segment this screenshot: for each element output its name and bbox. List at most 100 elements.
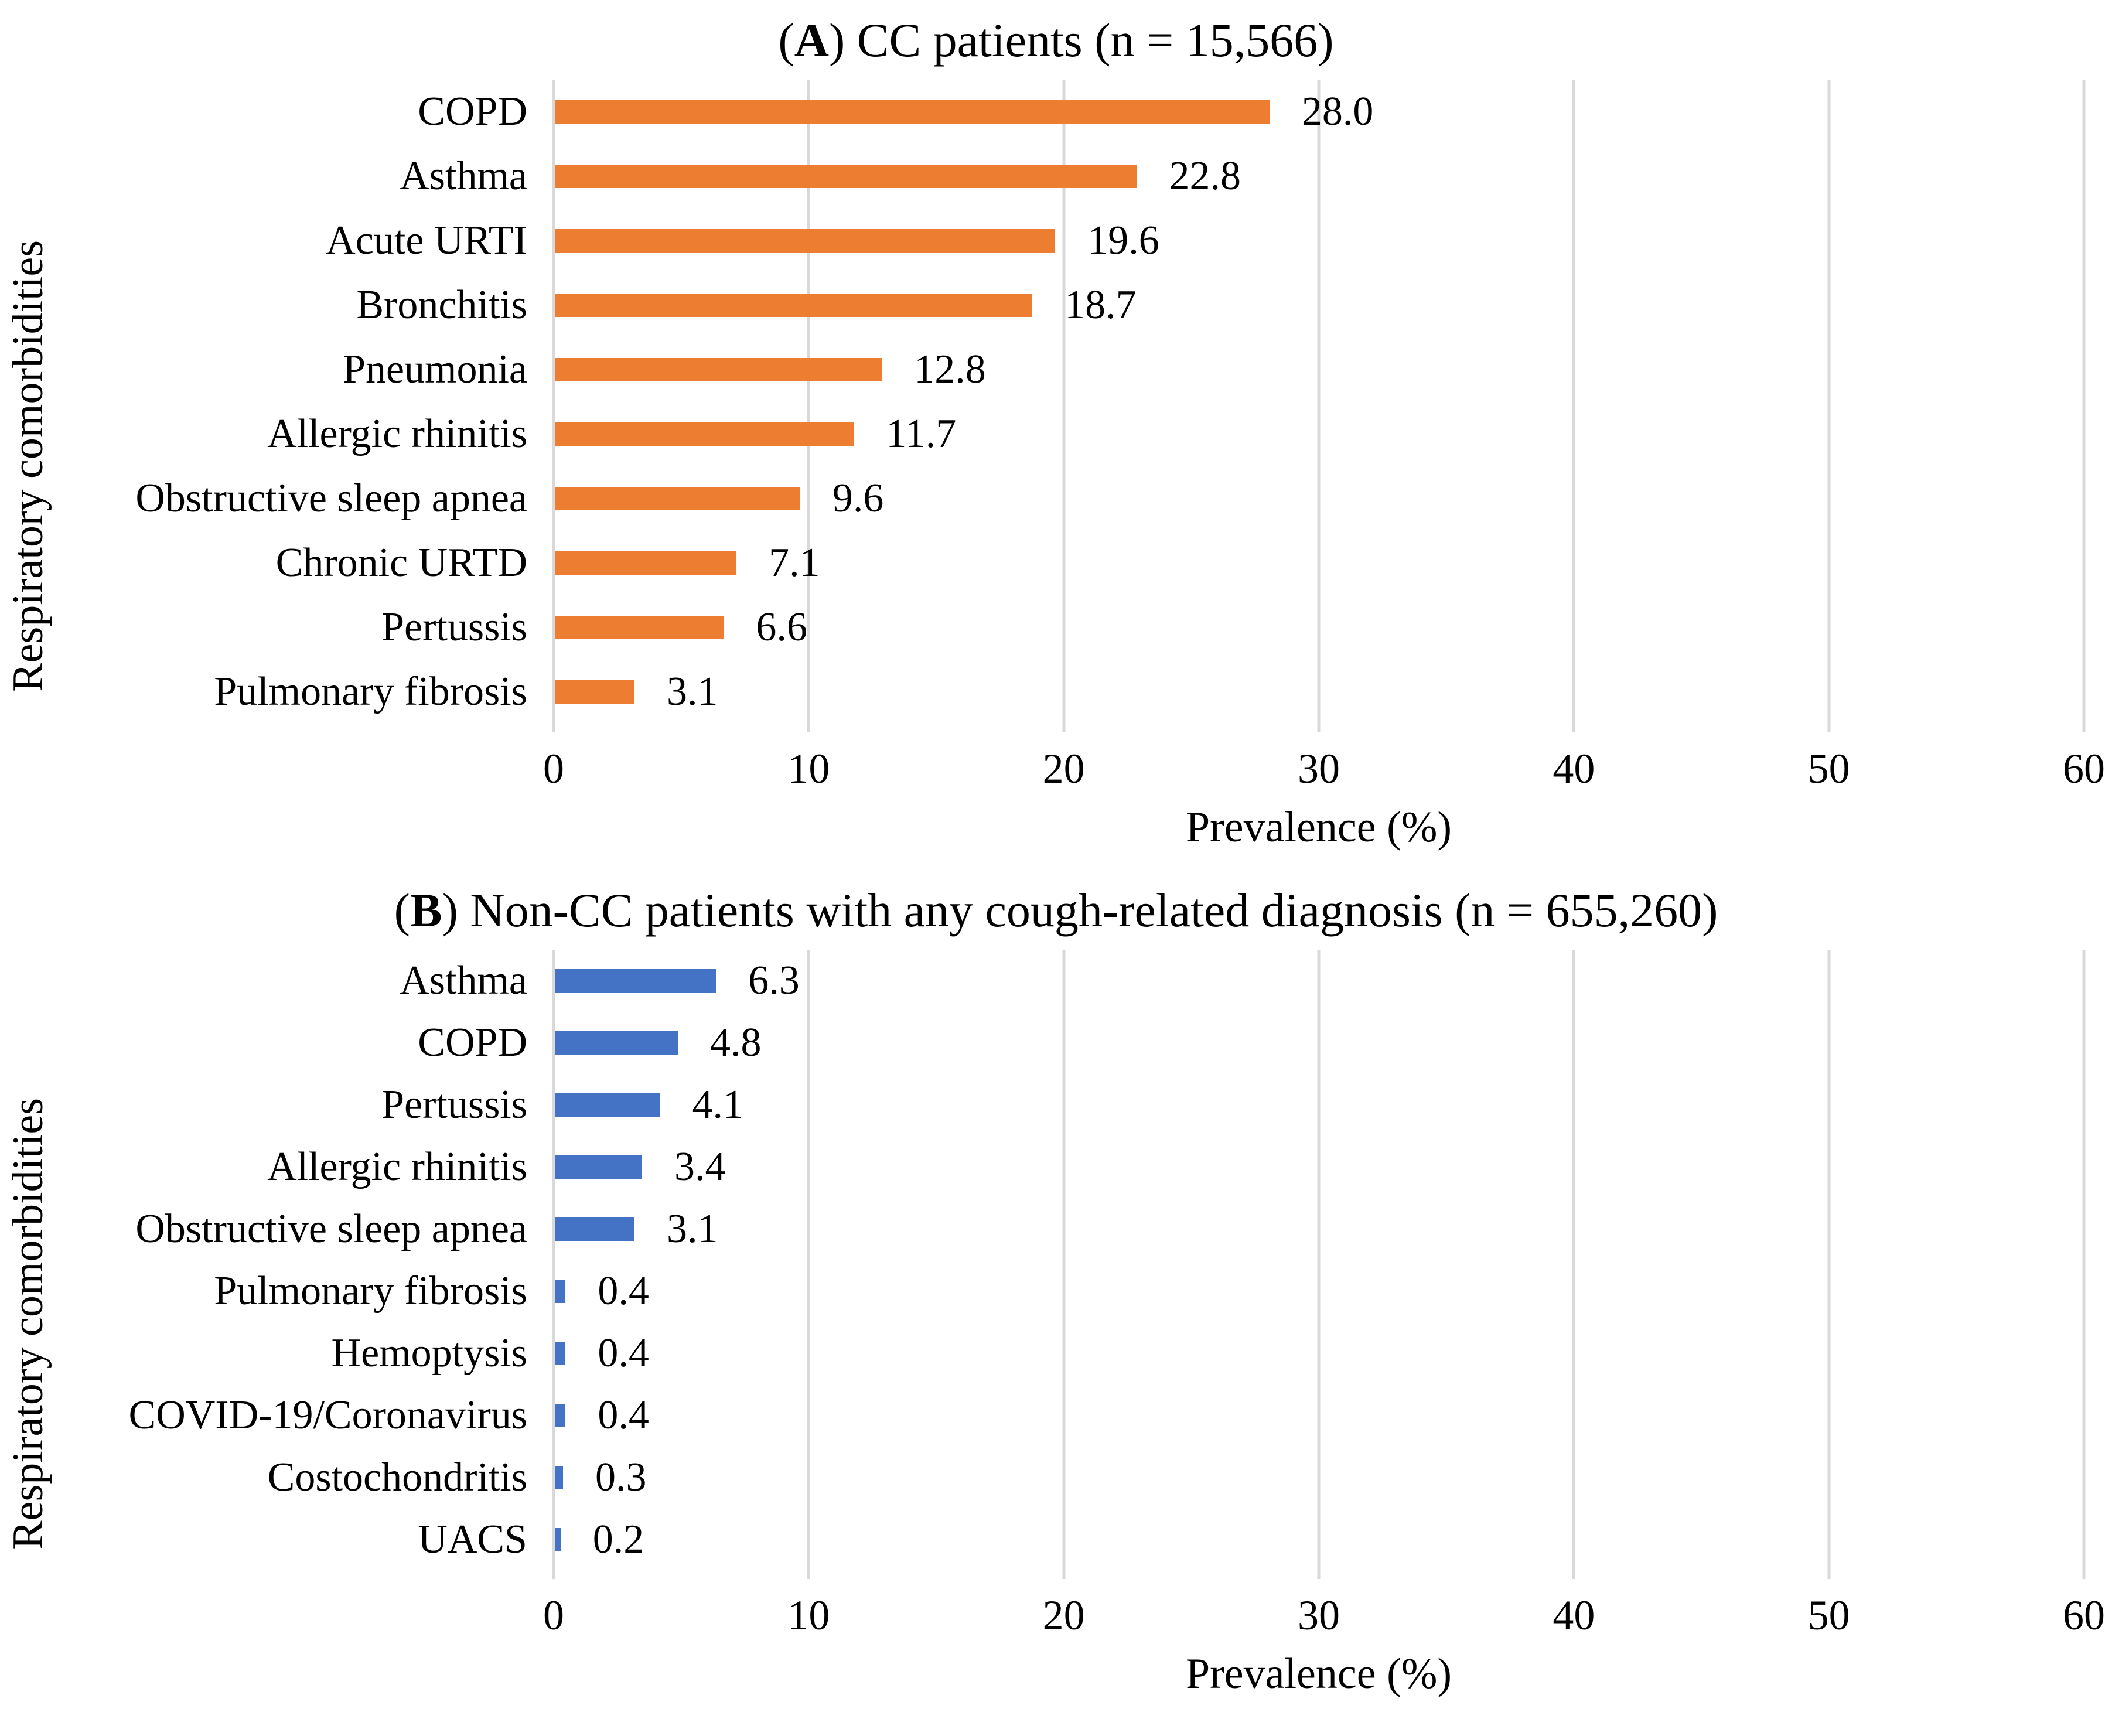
bar: [555, 1217, 634, 1241]
bar-row: 0.4: [554, 1260, 2084, 1322]
value-label: 3.4: [674, 1144, 726, 1189]
x-axis-title: Prevalence (%): [1185, 803, 1452, 852]
chart-b-title: (B) Non-CC patients with any cough-relat…: [0, 878, 2112, 950]
category-label: UACS: [418, 1516, 527, 1562]
gridline: [552, 80, 555, 733]
bar-row: 11.7: [554, 402, 2084, 466]
chart-panel-a: (A) CC patients (n = 15,566) Respiratory…: [0, 8, 2112, 852]
value-label: 28.0: [1301, 89, 1374, 135]
x-tick-label: 20: [1042, 745, 1085, 793]
category-label: Obstructive sleep apnea: [135, 1206, 527, 1251]
category-label: Allergic rhinitis: [267, 411, 527, 457]
bar: [555, 358, 882, 382]
value-label: 0.4: [598, 1268, 649, 1314]
bar-row: 6.3: [554, 950, 2084, 1012]
category-labels: COPD Asthma Acute URTI Bronchitis Pneumonia A…: [56, 80, 554, 724]
gridline: [807, 949, 810, 1579]
bar-row: 19.6: [554, 209, 2084, 273]
bar: [555, 968, 716, 993]
gridline: [1572, 80, 1575, 733]
plot-wrap: Asthma COPD Pertussis Allergic rhinitis Obst…: [56, 949, 2086, 1579]
bar-row: 9.6: [554, 466, 2084, 531]
axis-spacer: [56, 800, 554, 851]
bar: [555, 422, 854, 446]
x-ticks: 0 10 20 30 40 50 60: [543, 724, 2105, 800]
value-label: 12.8: [914, 347, 986, 393]
plot-area: 6.3 4.8 4.1 3.4 3.1 0.4 0.4 0.4 0.3 0.2: [552, 949, 2086, 1579]
gridline: [552, 949, 555, 1579]
bar-row: 22.8: [554, 144, 2084, 209]
bar-row: 7.1: [554, 531, 2084, 595]
x-axis-row: 0 10 20 30 40 50 60: [56, 1571, 2105, 1647]
bar: [555, 1155, 642, 1179]
gridline: [1317, 80, 1321, 733]
category-label: Obstructive sleep apnea: [135, 476, 527, 521]
category-label: Pulmonary fibrosis: [214, 669, 527, 715]
value-label: 3.1: [666, 669, 718, 715]
bar-rows: 6.3 4.8 4.1 3.4 3.1 0.4 0.4 0.4 0.3 0.2: [554, 950, 2084, 1571]
x-axis-row: 0 10 20 30 40 50 60: [56, 724, 2105, 800]
bar: [555, 100, 1270, 124]
bar-row: 0.4: [554, 1384, 2084, 1447]
category-labels: Asthma COPD Pertussis Allergic rhinitis Obst…: [56, 950, 554, 1571]
value-label: 3.1: [666, 1206, 718, 1251]
y-axis-title-column: Respiratory comorbidities: [0, 80, 56, 851]
category-label: COVID-19/Coronavirus: [128, 1392, 527, 1438]
bar: [555, 1093, 660, 1117]
bar-row: 6.6: [554, 595, 2084, 660]
bar-row: 3.1: [554, 660, 2084, 724]
value-label: 0.2: [592, 1516, 644, 1562]
panel-letter: B: [410, 883, 442, 937]
panel-letter: A: [794, 13, 829, 67]
bar: [555, 551, 737, 575]
value-label: 9.6: [832, 476, 884, 521]
bar-row: 3.4: [554, 1136, 2084, 1198]
bar: [555, 616, 724, 640]
category-label: Pertussis: [381, 1082, 527, 1127]
value-label: 6.3: [748, 957, 800, 1003]
bar: [555, 1279, 566, 1303]
bar-row: 0.4: [554, 1322, 2084, 1384]
bar: [555, 680, 634, 704]
bar-row: 4.1: [554, 1074, 2084, 1136]
gridline: [1827, 80, 1831, 733]
axis-spacer: [56, 1571, 554, 1647]
bar-row: 28.0: [554, 80, 2084, 144]
value-label: 0.3: [595, 1454, 647, 1500]
category-label: Bronchitis: [356, 282, 527, 328]
gridline: [2082, 949, 2086, 1579]
bar: [555, 487, 800, 511]
axis-spacer: [56, 1647, 554, 1698]
value-label: 7.1: [769, 540, 820, 586]
chart-a-title: (A) CC patients (n = 15,566): [0, 8, 2112, 80]
gridline: [807, 80, 810, 733]
bar: [555, 294, 1033, 318]
axis-spacer: [56, 724, 554, 800]
bar-row: 18.7: [554, 273, 2084, 337]
x-title-row: Prevalence (%): [56, 800, 2084, 851]
value-label: 6.6: [756, 605, 807, 650]
x-tick-label: 10: [787, 745, 830, 793]
value-label: 4.1: [692, 1082, 743, 1127]
category-label: COPD: [418, 89, 527, 135]
plot-wrap: COPD Asthma Acute URTI Bronchitis Pneumonia A…: [56, 80, 2086, 733]
x-tick-label: 60: [2063, 745, 2105, 793]
gridlines: [552, 949, 2086, 1579]
category-label: Asthma: [400, 957, 527, 1003]
chart-panel-b: (B) Non-CC patients with any cough-relat…: [0, 878, 2112, 1699]
x-axis-title: Prevalence (%): [1185, 1649, 1452, 1698]
x-tick-label: 50: [1807, 745, 1850, 793]
x-title-row: Prevalence (%): [56, 1647, 2084, 1698]
gridline: [1317, 949, 1321, 1579]
gridline: [1572, 949, 1575, 1579]
x-tick-label: 30: [1298, 1591, 1340, 1639]
title-paren-open: (: [778, 13, 794, 67]
chart-a-body: Respiratory comorbidities COPD Asthma Acut…: [0, 80, 2112, 851]
x-tick-label: 40: [1553, 1591, 1595, 1639]
x-tick-label: 30: [1298, 745, 1340, 793]
gridline: [1827, 949, 1831, 1579]
bar: [555, 1031, 678, 1055]
x-tick-label: 20: [1042, 1591, 1085, 1639]
bar: [555, 1403, 566, 1427]
x-tick-label: 40: [1553, 745, 1595, 793]
